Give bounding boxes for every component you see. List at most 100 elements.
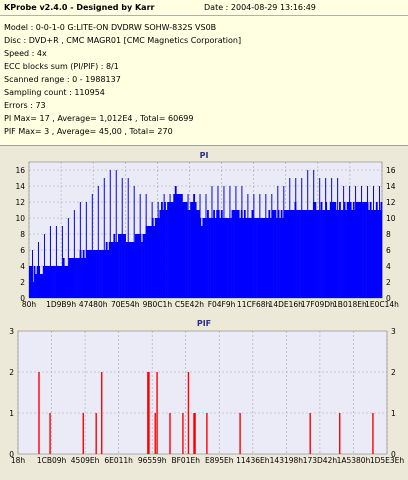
pi-bar xyxy=(48,266,51,298)
pi-bar xyxy=(203,218,206,298)
pi-peak-bar xyxy=(193,194,195,298)
pi-peak-bar xyxy=(187,194,189,298)
pi-bar xyxy=(75,258,77,298)
pif-bar xyxy=(239,413,241,454)
pi-bar xyxy=(343,202,346,298)
pi-peak-bar xyxy=(133,186,135,298)
pi-bar xyxy=(58,266,60,298)
pi-stats-line: PI Max= 17 , Average= 1,012E4 , Total= 6… xyxy=(4,114,194,123)
pi-bar xyxy=(226,218,229,298)
pif-x-tick: 4509Eh xyxy=(71,456,100,465)
pif-bar xyxy=(147,372,149,454)
pi-bar xyxy=(78,258,80,298)
pi-bar xyxy=(243,210,246,298)
pi-bar xyxy=(377,210,380,298)
pi-y-tick-left: 4 xyxy=(20,262,25,271)
pi-bar xyxy=(88,250,91,298)
pi-bar xyxy=(171,202,174,298)
pi-peak-bar xyxy=(241,186,243,298)
pi-y-tick-left: 0 xyxy=(20,294,25,303)
pif-bar xyxy=(156,372,158,454)
pi-bar xyxy=(119,234,122,298)
pif-bar xyxy=(154,413,156,454)
pi-y-tick-right: 16 xyxy=(386,166,396,175)
pif-x-tick: 11436Eh xyxy=(236,456,270,465)
pi-bar xyxy=(96,250,99,298)
pi-bar xyxy=(108,242,111,298)
pi-peak-bar xyxy=(325,178,327,298)
pi-bar xyxy=(153,226,156,298)
pi-peak-bar xyxy=(289,178,291,298)
pi-y-tick-right: 14 xyxy=(386,182,396,191)
pi-x-tick: 1B018Eh xyxy=(333,300,367,308)
pi-peak-bar xyxy=(247,194,249,298)
disc-line: Disc : DVD+R , CMC MAGR01 [CMC Magnetics… xyxy=(4,36,242,45)
pi-bar xyxy=(76,258,79,298)
pi-x-tick: 47480h xyxy=(79,300,108,308)
pi-peak-bar xyxy=(151,202,153,298)
pif-x-tick: 1D5E3Eh xyxy=(370,456,405,465)
pif-bar xyxy=(187,372,190,454)
pi-bar xyxy=(302,210,305,298)
pi-bar xyxy=(208,218,211,298)
pif-y-tick-left: 3 xyxy=(9,327,14,336)
pi-bar xyxy=(380,202,383,298)
pi-bar xyxy=(371,210,374,298)
pi-bar xyxy=(111,242,114,298)
pi-y-tick-left: 2 xyxy=(20,278,25,287)
pi-bar xyxy=(207,210,209,298)
scanned-range-line: Scanned range : 0 - 1988137 xyxy=(4,75,121,84)
pi-bars xyxy=(29,170,383,298)
pif-x-tick: BF01Eh xyxy=(171,456,200,465)
pi-bar xyxy=(98,250,100,298)
pi-peak-bar xyxy=(67,218,69,298)
pif-bar xyxy=(206,413,208,454)
pi-bar xyxy=(116,242,119,298)
pi-bar xyxy=(311,210,314,298)
pi-bar xyxy=(355,202,358,298)
pi-bar xyxy=(210,218,212,298)
pi-bar xyxy=(59,266,62,298)
pi-bar xyxy=(91,250,94,298)
pi-y-tick-left: 14 xyxy=(15,182,25,191)
pif-y-tick-right: 2 xyxy=(391,368,396,377)
pi-y-tick-left: 16 xyxy=(15,166,25,175)
pi-peak-bar xyxy=(331,178,333,298)
pi-bar xyxy=(374,210,377,298)
pi-bar xyxy=(82,250,85,298)
pi-peak-bar xyxy=(259,194,261,298)
pif-y-tick-right: 3 xyxy=(391,327,396,336)
pi-bar xyxy=(225,218,228,298)
pi-y-tick-right: 8 xyxy=(386,230,391,239)
pi-bar xyxy=(53,266,56,298)
pi-bar xyxy=(213,210,215,298)
pi-bar xyxy=(190,202,192,298)
pi-peak-bar xyxy=(283,186,285,298)
pi-bar xyxy=(323,210,326,298)
pi-bar xyxy=(29,266,31,298)
pi-peak-bar xyxy=(265,194,267,298)
pi-bar xyxy=(50,266,53,298)
pi-bar xyxy=(202,218,205,298)
pi-bar xyxy=(62,258,65,298)
pi-bar xyxy=(363,202,366,298)
pi-bar xyxy=(118,234,120,298)
pi-bar xyxy=(136,234,139,298)
pi-bar xyxy=(292,210,295,298)
pi-peak-bar xyxy=(181,194,183,298)
pif-bar xyxy=(372,413,374,454)
pi-bar xyxy=(81,258,84,298)
pi-bar xyxy=(87,250,90,298)
pi-bar xyxy=(314,202,317,298)
pi-bar xyxy=(125,242,128,298)
pi-bar xyxy=(352,202,355,298)
pi-x-tick: 1E0C14h xyxy=(365,300,399,308)
pif-x-tick: 143198h xyxy=(270,456,304,465)
pi-peak-bar xyxy=(211,186,213,298)
pi-bar xyxy=(70,258,73,298)
pi-bar xyxy=(134,234,137,298)
pi-bar xyxy=(30,266,33,298)
pi-bar xyxy=(64,266,67,298)
pi-y-axis-right: 0 2 4 6 8 10 12 14 16 xyxy=(386,166,396,303)
pi-peak-bar xyxy=(367,186,369,298)
